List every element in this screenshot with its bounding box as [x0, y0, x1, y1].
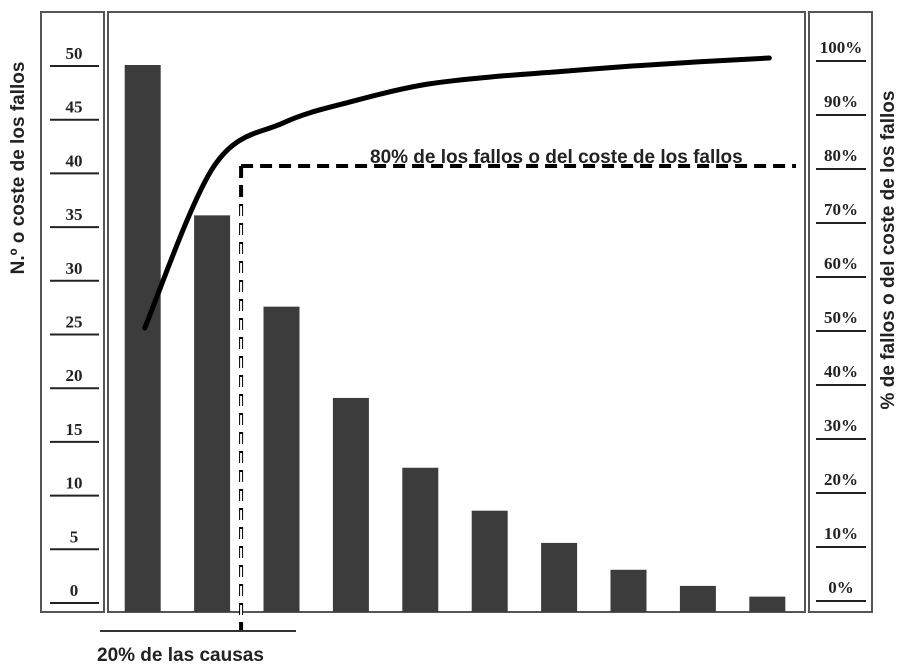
bar — [194, 215, 231, 613]
cumulative-curve — [142, 55, 772, 331]
right-tick-label: 10% — [824, 524, 858, 543]
right-tick-label: 70% — [824, 200, 858, 219]
causes-annotation: 20% de las causas — [97, 645, 264, 666]
bar — [332, 397, 369, 612]
right-tick-label: 60% — [824, 254, 858, 273]
bar-series — [124, 65, 786, 613]
left-tick-label: 30 — [66, 259, 83, 278]
right-tick-label: 40% — [824, 362, 858, 381]
left-tick-label: 35 — [66, 205, 83, 224]
right-tick-label: 100% — [820, 38, 863, 57]
right-axis-frame — [808, 11, 873, 613]
bar — [471, 510, 508, 612]
bar — [263, 306, 300, 612]
left-axis-title: N.º o coste de los fallos — [8, 62, 29, 275]
left-tick-label: 45 — [66, 98, 83, 117]
bar — [541, 542, 578, 612]
annotation-layer — [100, 164, 796, 632]
left-tick-label: 50 — [66, 44, 83, 63]
left-axis-frame — [40, 11, 105, 613]
left-tick-label: 20 — [66, 366, 83, 385]
left-tick-label: 15 — [66, 420, 83, 439]
right-tick-label: 30% — [824, 416, 858, 435]
right-tick-label: 0% — [828, 578, 854, 597]
bar — [402, 467, 439, 612]
plot-frame — [107, 11, 806, 613]
left-tick-label: 5 — [70, 527, 79, 546]
left-tick-label: 25 — [66, 313, 83, 332]
right-tick-label: 50% — [824, 308, 858, 327]
threshold-annotation: 80% de los fallos o del coste de los fal… — [370, 147, 743, 168]
bar — [124, 65, 161, 612]
cumulative-curve-layer — [142, 55, 772, 331]
left-tick-label: 10 — [66, 474, 83, 493]
left-tick-label: 0 — [70, 581, 79, 600]
right-axis-ticks: 100% 90% 80% 70% 60% 50% 40% 30% 20% 10% 0% — [816, 38, 866, 602]
bar — [679, 585, 716, 612]
bar — [610, 569, 647, 612]
bar — [749, 596, 786, 612]
right-tick-label: 80% — [824, 146, 858, 165]
right-axis-title: % de fallos o del coste de los fallos — [878, 91, 899, 410]
right-tick-label: 20% — [824, 470, 858, 489]
left-tick-label: 40 — [66, 151, 83, 170]
right-tick-label: 90% — [824, 92, 858, 111]
